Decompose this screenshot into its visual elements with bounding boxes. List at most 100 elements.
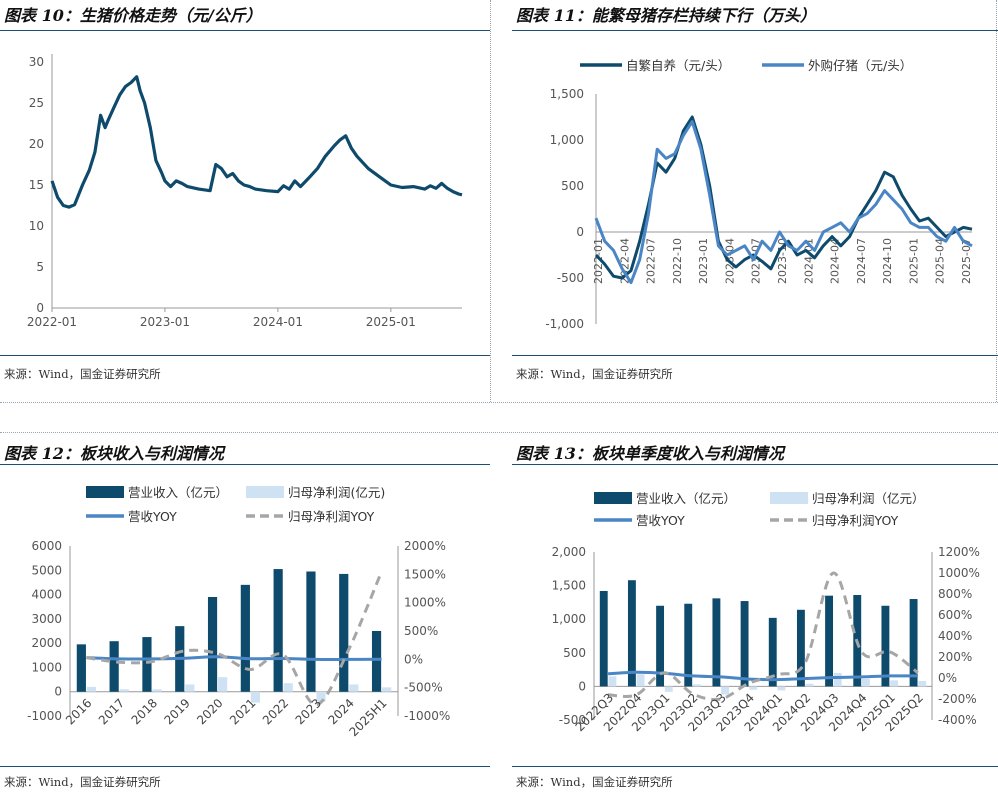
x-tick-label: 2025-07 xyxy=(960,238,973,284)
revenue-bar xyxy=(207,597,218,692)
revenue-bar xyxy=(142,637,152,692)
profit-bar xyxy=(692,684,701,687)
y2-tick-label: 800% xyxy=(938,587,972,601)
y-tick-label: 5000 xyxy=(31,563,62,577)
y2-tick-label: -200% xyxy=(938,692,977,706)
y-tick-label: 500 xyxy=(563,646,586,660)
profit-bar xyxy=(218,677,228,692)
y2-tick-label: 500% xyxy=(404,624,438,638)
y-tick-label: -1,000 xyxy=(545,317,584,331)
source-note: 来源：Wind，国金证券研究所 xyxy=(516,775,673,789)
y-tick-label: 30 xyxy=(29,55,44,69)
x-tick-label: 2022-01 xyxy=(27,315,77,329)
profit-bar xyxy=(749,686,758,690)
price-series-line xyxy=(50,75,463,209)
chart-title: 图表 10：生猪价格走势（元/公斤） xyxy=(4,6,262,25)
revenue-bar xyxy=(273,569,283,692)
revenue-bar xyxy=(76,644,86,692)
legend-label: 营业收入（亿元） xyxy=(636,491,736,506)
revenue-bar xyxy=(909,599,918,687)
x-tick-label: 2022-01 xyxy=(592,238,605,284)
y2-tick-label: 1000% xyxy=(404,596,446,610)
profit-bar xyxy=(918,681,927,687)
profit-bar xyxy=(185,684,195,692)
x-tick-label: 2024-10 xyxy=(881,238,894,284)
y-tick-label: 20 xyxy=(29,137,44,151)
title-rule xyxy=(0,30,490,31)
y-tick-label: 1,000 xyxy=(550,133,584,147)
y2-tick-label: 0% xyxy=(938,671,957,685)
revenue-bar xyxy=(240,584,250,692)
y-tick-label: 1,500 xyxy=(550,87,584,101)
legend-label: 外购仔猪（元/头） xyxy=(808,58,912,73)
panel-divider-vertical-right xyxy=(996,0,997,402)
revenue-bar xyxy=(627,580,636,687)
y2-tick-label: 2000% xyxy=(404,539,446,553)
y-tick-label: 15 xyxy=(29,178,44,192)
profit-bar xyxy=(777,686,786,691)
annual-revenue-profit-chart: 6000 5000 4000 3000 2000 1000 0 -1000 2000% 1500%… xyxy=(27,485,450,739)
source-rule xyxy=(512,355,998,356)
legend-swatch xyxy=(246,486,284,498)
y2-tick-label: 1000% xyxy=(938,566,980,580)
source-note: 来源：Wind，国金证券研究所 xyxy=(4,367,161,381)
y-tick-label: 3000 xyxy=(31,612,62,626)
y2-tick-label: 0% xyxy=(404,652,423,666)
panel-divider-vertical-top xyxy=(490,0,491,402)
profit-bar xyxy=(636,674,645,687)
x-tick-label: 2025-01 xyxy=(907,238,920,284)
x-tick-label: 2024-07 xyxy=(855,238,868,284)
revenue-bar xyxy=(599,590,608,687)
source-rule xyxy=(0,766,490,767)
title-rule xyxy=(0,464,490,465)
y-tick-label: 0 xyxy=(578,679,586,693)
profit-bar xyxy=(152,689,162,692)
profit-bar xyxy=(890,680,899,687)
legend-swatch xyxy=(770,492,808,504)
panel-divider-horizontal xyxy=(0,402,998,403)
y2-tick-label: 200% xyxy=(938,650,972,664)
y-tick-label: 5 xyxy=(36,260,44,274)
legend-label: 归母净利润(亿元) xyxy=(288,485,385,500)
y-tick-label: -1000 xyxy=(27,709,62,723)
x-tick-label: 2025-04 xyxy=(934,238,947,284)
chart-title: 图表 11：能繁母猪存栏持续下行（万头） xyxy=(516,6,816,25)
chart-panel-10: 图表 10：生猪价格走势（元/公斤） 30 25 20 15 10 5 0 2022-01 20… xyxy=(0,0,490,402)
x-tick-label: 2023-01 xyxy=(697,238,710,284)
revenue-bar xyxy=(684,603,693,687)
y-tick-label: -500 xyxy=(559,713,586,727)
revenue-bar xyxy=(109,641,119,692)
x-tick-label: 2022-10 xyxy=(671,238,684,284)
profit-bar xyxy=(833,672,842,687)
legend-label: 归母净利润YOY xyxy=(288,509,375,524)
revenue-bar xyxy=(740,601,749,687)
y-tick-label: 2,000 xyxy=(552,545,586,559)
chart-title: 图表 12：板块收入与利润情况 xyxy=(4,444,224,463)
revenue-bar xyxy=(796,609,805,687)
legend-label: 归母净利润（亿元） xyxy=(812,491,925,506)
revenue-bar xyxy=(768,617,777,687)
y-tick-label: 0 xyxy=(54,685,62,699)
y-tick-label: 2000 xyxy=(31,636,62,650)
profit-bar xyxy=(119,689,129,692)
x-tick-label: 2020 xyxy=(194,696,225,727)
chart-panel-11: 图表 11：能繁母猪存栏持续下行（万头） 1,500 1,000 500 0 -500 -… xyxy=(512,0,998,402)
y-tick-label: 6000 xyxy=(31,539,62,553)
legend-swatch xyxy=(594,492,632,504)
y2-tick-label: 400% xyxy=(938,629,972,643)
chart-panel-13: 图表 13：板块单季度收入与利润情况 2,000 1,500 1,000 500 0 -5… xyxy=(512,434,998,795)
profit-bar xyxy=(861,679,870,687)
x-tick-label: 2025-01 xyxy=(366,315,416,329)
chart-title: 图表 13：板块单季度收入与利润情况 xyxy=(516,444,784,463)
y2-tick-label: -400% xyxy=(938,713,977,727)
x-tick-label: 2018 xyxy=(129,696,160,727)
legend-label: 营收YOY xyxy=(636,513,685,528)
title-rule xyxy=(512,464,998,465)
profit-bar xyxy=(316,691,326,702)
series-line-self-bred xyxy=(594,115,973,280)
x-tick-label: 2019 xyxy=(161,696,192,727)
y2-tick-label: 600% xyxy=(938,608,972,622)
revenue-bar xyxy=(825,595,834,687)
